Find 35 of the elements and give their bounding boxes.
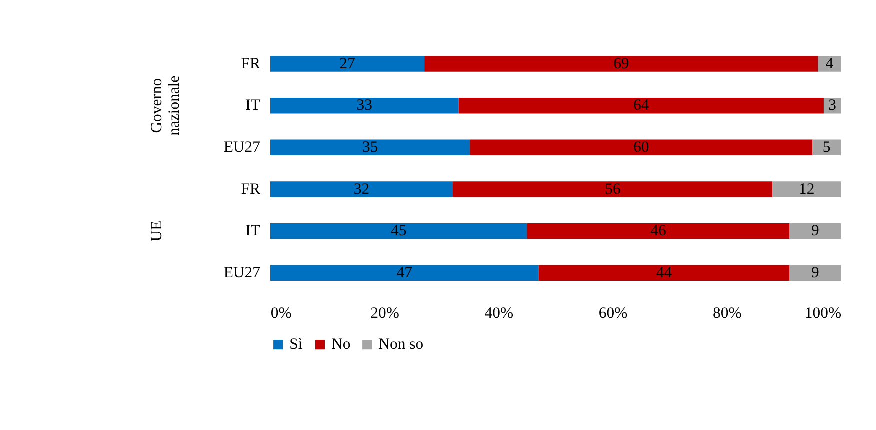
data-label: 9 — [812, 222, 820, 240]
legend-label: No — [332, 336, 351, 354]
data-label: 12 — [799, 180, 815, 198]
x-tick-label: 60% — [598, 305, 628, 322]
data-label: 64 — [634, 97, 650, 114]
x-tick-label: 40% — [484, 305, 514, 322]
legend-label: Non so — [378, 336, 424, 354]
data-label: 5 — [822, 139, 831, 156]
y-tick-label: EU27 — [224, 264, 261, 282]
data-label: 46 — [650, 222, 666, 240]
legend-label: Sì — [290, 336, 304, 354]
data-label: 69 — [614, 55, 630, 72]
data-label: 60 — [634, 139, 650, 156]
x-tick-label: 0% — [270, 305, 292, 322]
y-tick-label: FR — [241, 55, 261, 72]
data-label: 9 — [812, 264, 820, 282]
x-tick-label: 100% — [804, 305, 842, 322]
data-label: 47 — [396, 264, 413, 282]
data-label: 32 — [354, 180, 370, 198]
data-label: 56 — [605, 180, 621, 198]
x-tick-label: 80% — [713, 305, 742, 322]
y-tick-label: FR — [241, 180, 261, 198]
data-label: 3 — [828, 97, 837, 114]
data-label: 27 — [340, 55, 356, 72]
y-tick-label: EU27 — [224, 139, 261, 156]
data-label: 35 — [362, 139, 378, 156]
y-tick-label: IT — [246, 222, 261, 240]
data-label: 33 — [356, 97, 373, 114]
x-tick-label: 20% — [370, 305, 400, 322]
data-label: 4 — [826, 55, 834, 72]
text: Governo nazionale — [148, 76, 183, 136]
y-tick-label: IT — [246, 97, 261, 114]
text: UE — [148, 220, 166, 242]
data-label: 44 — [656, 264, 672, 282]
data-label: 45 — [391, 222, 407, 240]
